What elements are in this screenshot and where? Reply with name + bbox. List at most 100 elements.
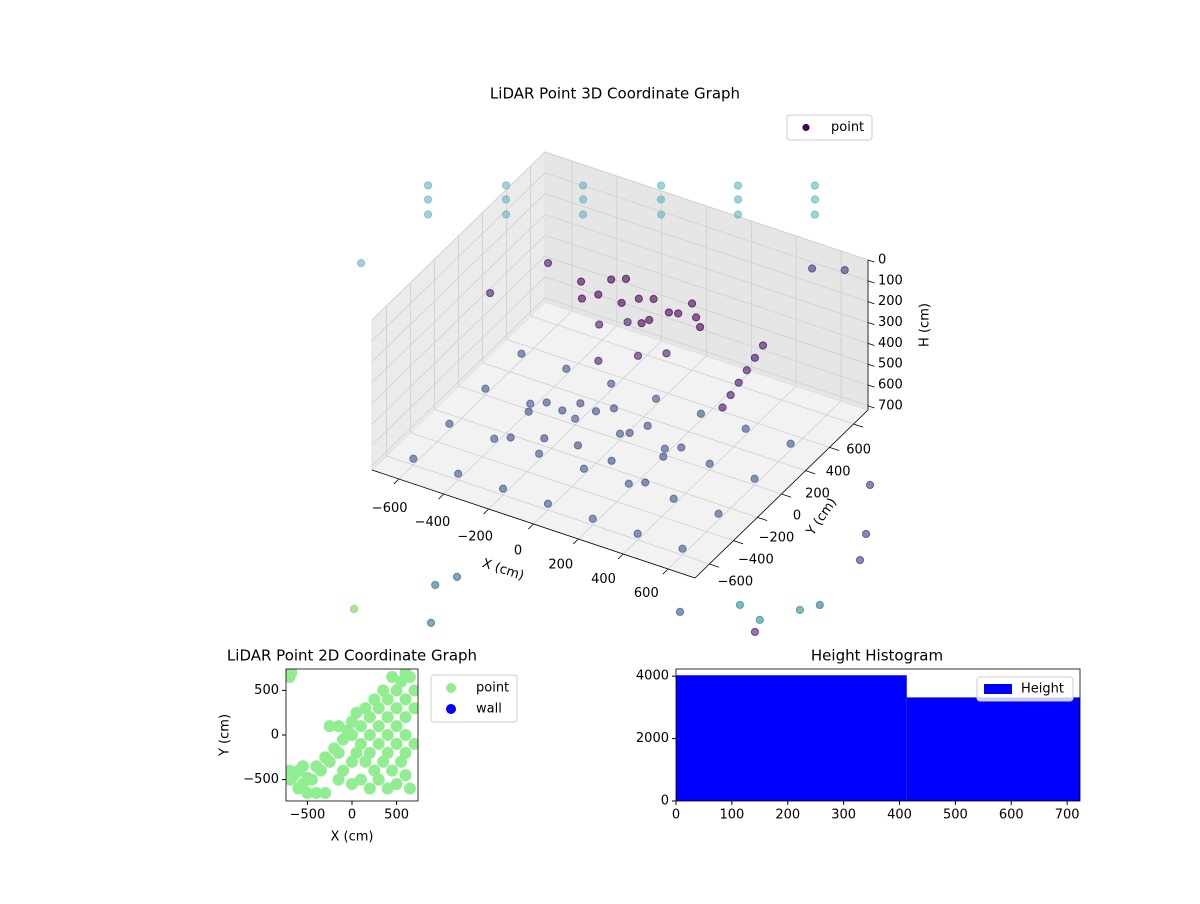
point — [742, 366, 751, 375]
point — [540, 434, 549, 443]
y-axis-label: Y (cm) — [218, 714, 233, 757]
point — [372, 737, 385, 750]
x-tick-label: 200 — [775, 808, 800, 823]
z-tick — [867, 322, 875, 326]
x-tick-label: 0 — [672, 808, 680, 823]
grid-line — [544, 151, 869, 261]
point — [346, 715, 358, 728]
point — [399, 746, 412, 759]
point — [718, 403, 727, 412]
grid-line — [434, 408, 758, 518]
point — [677, 443, 686, 452]
x-tick-label: −600 — [372, 501, 408, 516]
point — [346, 778, 358, 791]
y-tick-label: 400 — [826, 465, 851, 480]
legend-marker — [446, 704, 456, 714]
x-tick-label: 0 — [514, 544, 522, 559]
point — [390, 684, 403, 697]
point — [323, 755, 336, 768]
point — [664, 308, 673, 317]
point — [377, 755, 390, 768]
x-tick-label: −200 — [457, 529, 493, 544]
point — [855, 555, 865, 565]
point — [579, 195, 588, 204]
point — [502, 181, 511, 190]
point — [408, 702, 418, 715]
point — [734, 378, 743, 387]
point — [386, 764, 399, 777]
point — [372, 773, 385, 786]
grid-line — [371, 297, 546, 467]
y-tick — [733, 540, 744, 545]
z-tick — [867, 259, 875, 263]
point — [337, 733, 350, 746]
point — [588, 514, 597, 523]
legend-label: wall — [476, 702, 502, 717]
point — [381, 711, 394, 724]
z-tick — [867, 405, 875, 409]
y-tick — [709, 563, 720, 568]
point — [696, 322, 705, 332]
point — [408, 684, 418, 697]
point — [578, 210, 588, 219]
point — [534, 449, 544, 458]
grid-line — [371, 235, 546, 404]
point — [649, 294, 658, 304]
x-tick-label: 200 — [548, 558, 573, 573]
point — [656, 195, 666, 204]
point — [390, 778, 403, 791]
point — [577, 294, 587, 303]
x-tick-label: 700 — [1055, 808, 1080, 823]
grid-line — [544, 255, 869, 365]
point — [454, 469, 463, 478]
y-tick-label: 200 — [805, 487, 830, 502]
y-tick-label: 500 — [254, 683, 279, 698]
point — [726, 390, 735, 400]
y-tick — [829, 446, 840, 451]
point — [301, 786, 314, 799]
point — [390, 720, 403, 733]
point — [755, 615, 764, 625]
point — [733, 195, 743, 204]
x-tick-label: 500 — [384, 808, 409, 823]
x-tick — [662, 568, 669, 575]
point — [714, 509, 723, 518]
point — [431, 580, 440, 590]
grid-line — [371, 193, 546, 362]
y-tick — [805, 470, 816, 475]
x-tick — [438, 493, 445, 500]
point — [607, 275, 616, 284]
axes-frame — [675, 668, 1081, 802]
grid-line — [506, 338, 830, 448]
point — [363, 782, 376, 795]
x-tick — [483, 508, 489, 515]
point — [395, 675, 408, 688]
point — [594, 356, 603, 365]
grid-line — [544, 214, 869, 323]
point — [573, 441, 583, 450]
point — [381, 693, 394, 706]
y-tick-label: 2000 — [636, 731, 669, 746]
point — [526, 399, 535, 408]
point — [524, 407, 533, 416]
point — [498, 484, 508, 493]
point — [810, 195, 820, 204]
x-tick — [393, 478, 400, 485]
point — [423, 195, 433, 204]
point — [424, 181, 433, 190]
point — [403, 671, 416, 684]
point — [571, 414, 580, 423]
y-axis-line — [694, 409, 869, 579]
point — [786, 439, 795, 448]
point — [579, 464, 589, 473]
legend-box — [786, 114, 873, 141]
point — [576, 399, 585, 408]
point — [810, 210, 819, 219]
point — [399, 711, 412, 724]
grid-line — [371, 172, 546, 342]
x-tick-label: 300 — [831, 808, 856, 823]
point — [758, 341, 768, 350]
point — [591, 407, 601, 416]
x-tick-label: 400 — [591, 572, 616, 587]
point — [332, 720, 345, 733]
